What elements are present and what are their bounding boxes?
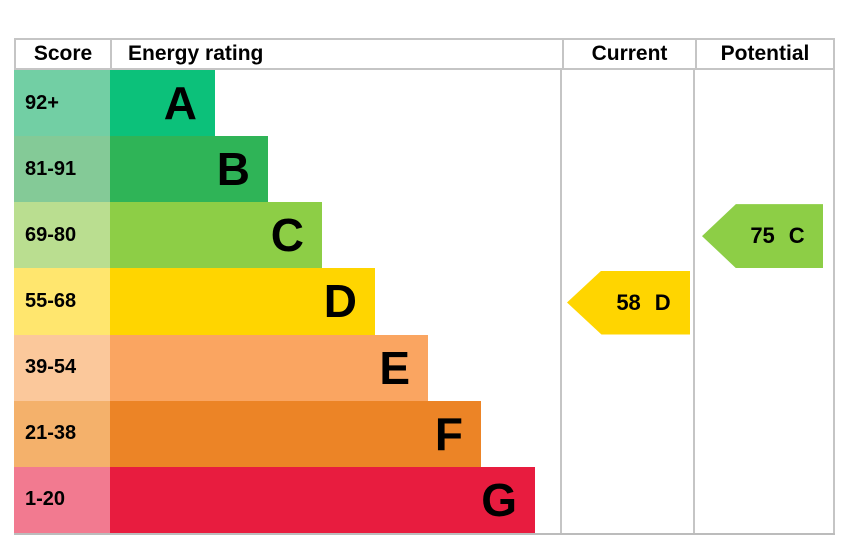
current-band-letter: D — [654, 289, 671, 315]
potential-band-letter: C — [788, 223, 805, 249]
band-row: 81-91 B — [14, 136, 835, 203]
band-score-label: 1-20 — [14, 466, 110, 533]
band-bar: D — [110, 268, 375, 335]
band-score-label: 55-68 — [14, 268, 110, 335]
band-bar: A — [110, 70, 215, 137]
band-row: 92+ A — [14, 70, 835, 137]
band-row: 39-54 E — [14, 334, 835, 401]
band-bar: B — [110, 136, 268, 203]
band-bar: E — [110, 334, 428, 401]
header-score: Score — [14, 40, 110, 68]
band-score-label: 81-91 — [14, 136, 110, 203]
band-score-label: 69-80 — [14, 202, 110, 269]
band-letter: E — [379, 341, 410, 394]
bands: 92+ A 81-91 B 69-80 C 55-68 D 39-54 E 21… — [14, 70, 835, 533]
band-bar: G — [110, 466, 535, 533]
bands-area: 92+ A 81-91 B 69-80 C 55-68 D 39-54 E 21… — [14, 70, 835, 535]
band-letter: C — [270, 209, 304, 262]
header-current: Current — [562, 40, 695, 68]
header-potential: Potential — [695, 40, 835, 68]
band-row: 69-80 C — [14, 202, 835, 269]
band-letter: B — [216, 143, 250, 196]
band-score-label: 21-38 — [14, 400, 110, 467]
band-row: 21-38 F — [14, 400, 835, 467]
band-row: 55-68 D — [14, 268, 835, 335]
band-bar: C — [110, 202, 322, 269]
band-letter: F — [434, 407, 463, 460]
potential-score-value: 75 — [750, 223, 775, 249]
band-letter: G — [481, 473, 517, 526]
epc-table: Score Energy rating Current Potential 92… — [14, 38, 835, 537]
band-letter: A — [163, 77, 197, 130]
band-row: 1-20 G — [14, 466, 835, 533]
band-score-label: 39-54 — [14, 334, 110, 401]
header-energy-rating: Energy rating — [110, 40, 562, 68]
band-score-label: 92+ — [14, 70, 110, 137]
band-letter: D — [323, 275, 357, 328]
band-bar: F — [110, 400, 481, 467]
current-score-value: 58 — [616, 289, 641, 315]
table-header: Score Energy rating Current Potential — [14, 38, 835, 70]
